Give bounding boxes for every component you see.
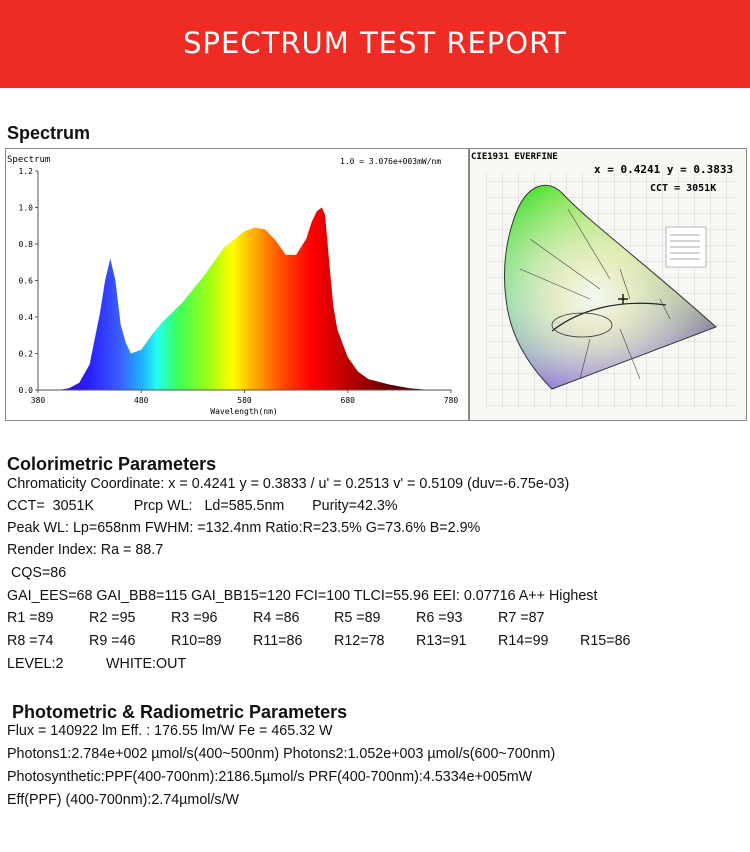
gai-line: GAI_EES=68 GAI_BB8=115 GAI_BB15=120 FCI=… — [7, 588, 598, 604]
x-axis: 380 480 580 680 780 — [31, 390, 459, 405]
r-value: R13=91 — [416, 633, 467, 649]
r-value: R5 =89 — [334, 610, 381, 626]
y-axis: 0.0 0.2 0.4 0.6 0.8 1.0 1.2 — [19, 167, 38, 395]
spectrum-chart: Spectrum 1.0 = 3.076e+003mW/nm 0.0 0.2 0.4… — [7, 155, 459, 416]
y-tick-label: 1.2 — [19, 167, 34, 176]
cie-chart-panel: CIE1931 EVERFINE x = 0.4241 y = 0.3833 C… — [469, 148, 747, 421]
r-value: R4 =86 — [253, 610, 300, 626]
r-value: R9 =46 — [89, 633, 136, 649]
photometric-section-title: Photometric & Radiometric Parameters — [12, 702, 348, 722]
r-value: R6 =93 — [416, 610, 463, 626]
y-tick-label: 0.6 — [19, 277, 34, 286]
chromaticity-line: Chromaticity Coordinate: x = 0.4241 y = … — [7, 476, 570, 492]
white-value: WHITE:OUT — [106, 656, 187, 672]
flux-line: Flux = 140922 lm Eff. : 176.55 lm/W Fe =… — [7, 723, 333, 739]
x-tick-label: 580 — [237, 396, 252, 405]
x-tick-label: 480 — [134, 396, 149, 405]
cct-line: CCT= 3051K Prcp WL: Ld=585.5nm Purity=42… — [7, 498, 398, 514]
report-title: SPECTRUM TEST REPORT — [183, 26, 567, 60]
y-tick-label: 0.2 — [19, 350, 34, 359]
cie-cct: CCT = 3051K — [650, 183, 716, 194]
colorimetric-section-title: Colorimetric Parameters — [7, 454, 217, 474]
y-tick-label: 1.0 — [19, 204, 34, 213]
y-tick-label: 0.0 — [19, 386, 34, 395]
peak-wl-line: Peak WL: Lp=658nm FWHM: =132.4nm Ratio:R… — [7, 520, 481, 536]
ppf-line: Photosynthetic:PPF(400-700nm):2186.5µmol… — [7, 769, 533, 785]
cie-title: CIE1931 EVERFINE — [471, 152, 558, 162]
eff-ppf-line: Eff(PPF) (400-700nm):2.74µmol/s/W — [7, 792, 240, 808]
r-value: R15=86 — [580, 633, 631, 649]
r-value: R14=99 — [498, 633, 549, 649]
x-axis-title: Wavelength(nm) — [210, 407, 277, 416]
spectrum-chart-panel: Spectrum 1.0 = 3.076e+003mW/nm 0.0 0.2 0.4… — [5, 148, 469, 421]
scale-note: 1.0 = 3.076e+003mW/nm — [340, 157, 441, 166]
r-value: R7 =87 — [498, 610, 545, 626]
y-tick-label: 0.4 — [19, 313, 34, 322]
cie-coordinates: x = 0.4241 y = 0.3833 — [594, 163, 733, 176]
cie1931-diagram: CIE1931 EVERFINE x = 0.4241 y = 0.3833 C… — [470, 149, 746, 420]
y-tick-label: 0.8 — [19, 240, 34, 249]
r-value: R8 =74 — [7, 633, 54, 649]
report-header-banner: SPECTRUM TEST REPORT — [0, 0, 750, 88]
r-value: R2 =95 — [89, 610, 136, 626]
render-index-line: Render Index: Ra = 88.7 — [7, 542, 164, 558]
spectrum-area — [38, 207, 451, 390]
level-value: LEVEL:2 — [7, 656, 64, 672]
r-value: R3 =96 — [171, 610, 218, 626]
spectrum-section-title: Spectrum — [7, 123, 91, 143]
x-tick-label: 680 — [341, 396, 356, 405]
cqs-line: CQS=86 — [7, 565, 67, 581]
r-value: R10=89 — [171, 633, 222, 649]
r-value: R1 =89 — [7, 610, 54, 626]
r-value: R12=78 — [334, 633, 385, 649]
x-tick-label: 780 — [444, 396, 459, 405]
r-value: R11=86 — [253, 633, 303, 649]
spectrum-label: Spectrum — [7, 155, 50, 165]
x-tick-label: 380 — [31, 396, 46, 405]
photons-line: Photons1:2.784e+002 µmol/s(400~500nm) Ph… — [7, 746, 556, 762]
planckian-locus — [551, 302, 667, 332]
